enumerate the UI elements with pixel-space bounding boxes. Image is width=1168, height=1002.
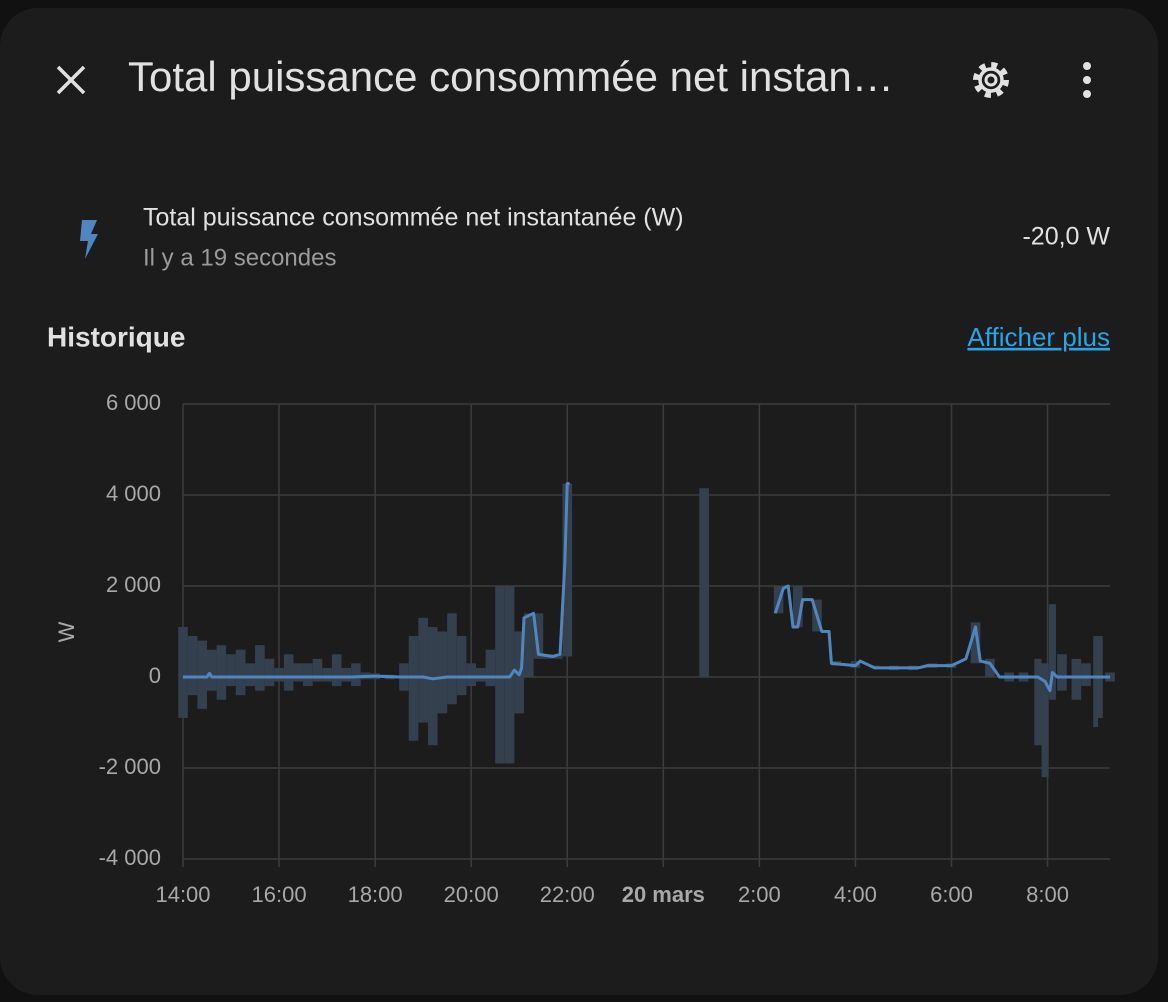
min-max-band [1048,604,1056,700]
y-tick-label: -4 000 [99,845,161,870]
dialog-title: Total puissance consommée net instan… [128,53,894,100]
min-max-band [427,626,438,746]
min-max-band [351,663,361,687]
min-max-band [331,654,342,687]
min-max-band [226,654,236,687]
min-max-band [437,631,448,714]
show-more-link[interactable]: Afficher plus [967,322,1110,352]
min-max-band [1081,663,1091,687]
min-max-band [1071,658,1082,700]
min-max-band [792,586,803,627]
min-max-band [1057,654,1067,691]
x-tick-label: 8:00 [1026,882,1069,907]
min-max-band [418,617,428,723]
x-tick-label: 18:00 [348,882,403,907]
last-changed: Il y a 19 secondes [143,244,336,271]
close-button[interactable] [56,65,86,95]
min-max-band [524,613,534,677]
x-tick-label: 2:00 [738,882,781,907]
y-axis-label: W [54,621,79,642]
x-tick-label: 6:00 [930,882,973,907]
x-tick-label: 4:00 [834,882,877,907]
min-max-band [255,645,265,691]
y-tick-label: -2 000 [99,754,161,779]
min-max-band [562,483,573,657]
min-max-band [283,654,294,691]
min-max-band [970,622,981,664]
x-tick-label: 20:00 [444,882,499,907]
settings-button[interactable] [973,62,1009,98]
y-tick-label: 6 000 [106,390,161,415]
menu-button[interactable] [1083,62,1091,98]
min-max-band [485,649,496,687]
min-max-band [1093,636,1098,728]
dialog [0,8,1158,995]
min-max-band [245,663,256,687]
min-max-band [235,649,246,696]
min-max-band [408,636,419,741]
min-max-band [985,658,995,677]
min-max-band [274,667,284,682]
min-max-band [197,640,208,709]
min-max-band [447,613,457,705]
x-tick-label: 14:00 [155,882,210,907]
y-tick-label: 4 000 [106,481,161,506]
y-tick-label: 2 000 [106,572,161,597]
x-tick-label: 20 mars [622,882,705,907]
x-tick-label: 16:00 [252,882,307,907]
min-max-band [264,658,275,687]
min-max-band [207,649,217,691]
min-max-band [341,667,352,682]
min-max-band [495,586,505,764]
entity-icon [80,220,98,259]
series-line [183,482,1110,693]
min-max-band [533,613,544,659]
entity-name: Total puissance consommée net instantané… [143,204,684,232]
history-title: Historique [47,321,185,352]
min-max-band [312,658,323,682]
min-max-band [322,667,332,682]
min-max-band [475,667,486,682]
min-max-band [178,626,188,718]
min-max-band [187,636,198,696]
min-max-band [293,663,304,682]
min-max-band [1041,663,1049,778]
x-tick-label: 22:00 [540,882,595,907]
min-max-band [303,663,313,687]
y-tick-label: 0 [149,663,161,688]
chart: 6 000 4 000 2 000 0 -2 000 -4 000 14:00 16:00 18… [99,390,1115,907]
min-max-band [699,488,709,677]
min-max-band [216,645,227,700]
entity-state: -20,0 W [1022,223,1110,251]
min-max-band [1034,658,1042,746]
min-max-band [466,663,476,687]
min-max-band [456,636,467,696]
